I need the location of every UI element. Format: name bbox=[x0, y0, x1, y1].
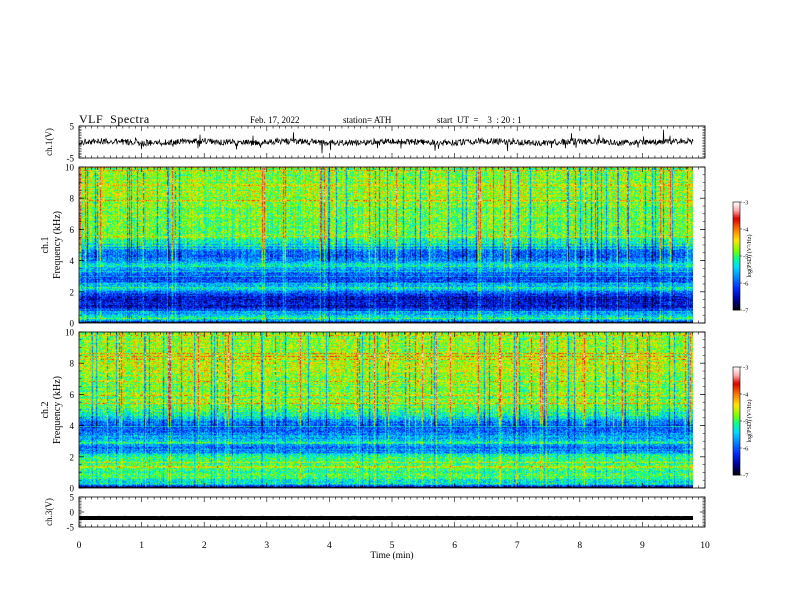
ch1-colorbar-tick-label: -6 bbox=[743, 281, 749, 288]
date-label: Feb. 17, 2022 bbox=[250, 115, 300, 125]
ch2-colorbar-tick-label: -3 bbox=[743, 365, 748, 372]
ch2-spectrogram-ylabel: Frequency (kHz) bbox=[52, 376, 63, 444]
ch1-spectrogram-ytick-label: 2 bbox=[70, 287, 75, 297]
ch2-spectrogram-image bbox=[79, 332, 693, 488]
ch2-spectrogram-ytick-label: 8 bbox=[70, 359, 75, 369]
ch1-colorbar-tick-label: -3 bbox=[743, 200, 748, 207]
ch2-spectrogram-ytick-label: 2 bbox=[70, 452, 75, 462]
ch1-spectrogram-ylabel: Frequency (kHz) bbox=[52, 211, 63, 279]
ch1-spectrogram-ytick-label: 6 bbox=[70, 225, 75, 235]
ch3-ylabel: ch.3(V) bbox=[44, 498, 54, 526]
x-axis-label: Time (min) bbox=[370, 550, 413, 561]
ch2-colorbar-label: log(PSD) (V²/Hz) bbox=[746, 400, 753, 443]
xtick-label: 9 bbox=[640, 541, 645, 551]
ch2-colorbar-tick-label: -7 bbox=[743, 473, 749, 480]
ch1-colorbar-tick-label: -4 bbox=[743, 227, 749, 234]
xtick-label: 0 bbox=[77, 541, 82, 551]
ch1-colorbar-label: log(PSD) (V²/Hz) bbox=[746, 235, 753, 278]
ch2-spectrogram-channel-label: ch.2 bbox=[40, 402, 51, 419]
ch3-ytick-label: -5 bbox=[67, 523, 75, 533]
figure-title: VLF Spectra bbox=[79, 112, 150, 127]
ch1-spectrogram-channel-label: ch.1 bbox=[40, 237, 51, 254]
xtick-label: 10 bbox=[700, 541, 710, 551]
xtick-label: 8 bbox=[577, 541, 582, 551]
ch3-ytick-label: 0 bbox=[70, 508, 75, 518]
xtick-label: 3 bbox=[264, 541, 269, 551]
ch1-spectrogram-ytick-label: 10 bbox=[65, 163, 75, 173]
xtick-label: 6 bbox=[452, 541, 457, 551]
ch2-colorbar-tick-label: -6 bbox=[743, 446, 749, 453]
station-label: station= ATH bbox=[343, 115, 391, 125]
xtick-label: 7 bbox=[515, 541, 520, 551]
ch1-ylabel: ch.1(V) bbox=[44, 128, 54, 156]
ch1-spectrogram-ytick-label: 4 bbox=[70, 256, 75, 266]
ch2-colorbar-tick-label: -4 bbox=[743, 392, 749, 399]
ch1-colorbar-color-step bbox=[733, 202, 740, 204]
ch1-series-line bbox=[79, 130, 693, 154]
xtick-label: 2 bbox=[202, 541, 207, 551]
ch1-colorbar-tick-label: -7 bbox=[743, 308, 749, 315]
ch2-spectrogram-ytick-label: 4 bbox=[70, 421, 75, 431]
xtick-label: 4 bbox=[327, 541, 332, 551]
ch2-colorbar-color-step bbox=[733, 367, 740, 369]
xtick-label: 1 bbox=[139, 541, 144, 551]
ch3-ytick-label: 5 bbox=[70, 493, 75, 503]
xtick-label: 5 bbox=[390, 541, 395, 551]
ch2-spectrogram-ytick-label: 6 bbox=[70, 390, 75, 400]
start-time-label: start UT = 3 : 20 : 1 bbox=[437, 115, 522, 125]
ch1-ytick-label: 5 bbox=[70, 122, 75, 132]
ch1-spectrogram-image bbox=[79, 167, 693, 323]
ch2-spectrogram-ytick-label: 10 bbox=[65, 328, 75, 338]
ch1-spectrogram-ytick-label: 8 bbox=[70, 194, 75, 204]
